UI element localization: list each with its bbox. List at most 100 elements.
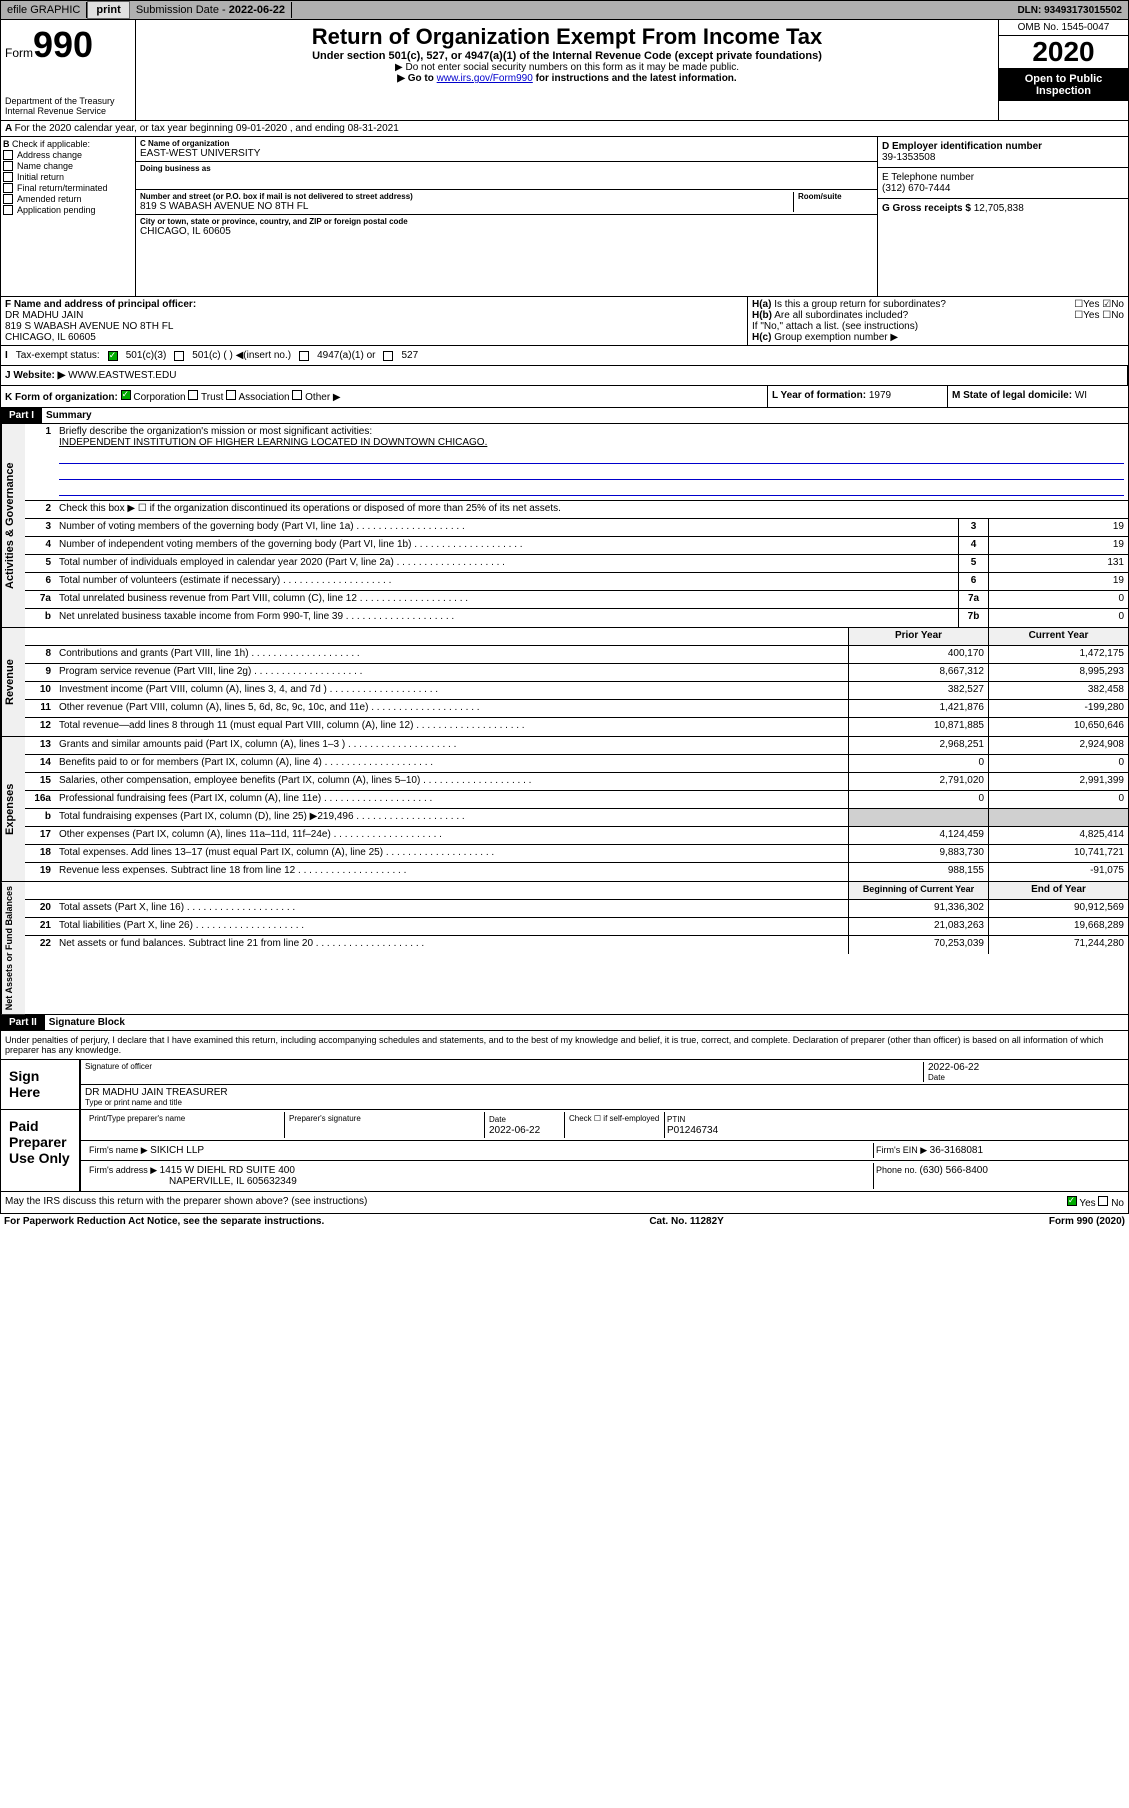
note2-pre: ▶ Go to bbox=[397, 73, 436, 84]
org-name: EAST-WEST UNIVERSITY bbox=[140, 148, 873, 159]
sig-name: DR MADHU JAIN TREASURER bbox=[85, 1087, 228, 1098]
firm-addr2: NAPERVILLE, IL 605632349 bbox=[169, 1176, 297, 1187]
discuss-label: May the IRS discuss this return with the… bbox=[5, 1196, 367, 1209]
beg-header: Beginning of Current Year bbox=[848, 882, 988, 899]
table-row: 10Investment income (Part VIII, column (… bbox=[25, 682, 1128, 700]
form990-link[interactable]: www.irs.gov/Form990 bbox=[437, 73, 533, 84]
officer-label: F Name and address of principal officer: bbox=[5, 299, 196, 310]
footer-mid: Cat. No. 11282Y bbox=[649, 1216, 723, 1227]
subdate-label: Submission Date - bbox=[136, 4, 229, 16]
domicile-value: WI bbox=[1075, 390, 1087, 401]
check-final[interactable]: Final return/terminated bbox=[3, 183, 133, 193]
colb-label: Check if applicable: bbox=[12, 139, 90, 149]
form-word: Form bbox=[5, 46, 33, 60]
open-public: Open to Public Inspection bbox=[999, 69, 1128, 101]
row-j: J Website: ▶ WWW.EASTWEST.EDU bbox=[0, 366, 1129, 386]
table-row: 17Other expenses (Part IX, column (A), l… bbox=[25, 827, 1128, 845]
footer: For Paperwork Reduction Act Notice, see … bbox=[0, 1214, 1129, 1229]
gov-section: Activities & Governance 1Briefly describ… bbox=[0, 424, 1129, 628]
col-b: B Check if applicable: Address change Na… bbox=[1, 137, 136, 296]
website-value: WWW.EASTWEST.EDU bbox=[68, 370, 176, 381]
dln: DLN: 93493173015502 bbox=[1011, 3, 1128, 18]
exp-section: Expenses 13Grants and similar amounts pa… bbox=[0, 737, 1129, 882]
check-pending[interactable]: Application pending bbox=[3, 205, 133, 215]
ha-label: Is this a group return for subordinates? bbox=[774, 299, 946, 310]
year-form-value: 1979 bbox=[869, 390, 891, 401]
check-4947[interactable] bbox=[299, 351, 309, 361]
check-initial[interactable]: Initial return bbox=[3, 172, 133, 182]
footer-left: For Paperwork Reduction Act Notice, see … bbox=[4, 1216, 324, 1227]
firm-ein-label: Firm's EIN ▶ bbox=[876, 1145, 930, 1155]
check-assoc[interactable] bbox=[226, 390, 236, 400]
dln-label: DLN: bbox=[1017, 5, 1044, 16]
exp-label: Expenses bbox=[1, 737, 25, 881]
check-address[interactable]: Address change bbox=[3, 150, 133, 160]
rev-section: Revenue Prior YearCurrent Year 8Contribu… bbox=[0, 628, 1129, 737]
table-row: 11Other revenue (Part VIII, column (A), … bbox=[25, 700, 1128, 718]
check-name[interactable]: Name change bbox=[3, 161, 133, 171]
hc-label: Group exemption number ▶ bbox=[774, 332, 898, 343]
discuss-no[interactable] bbox=[1098, 1196, 1108, 1206]
addr-label: Number and street (or P.O. box if mail i… bbox=[140, 192, 793, 201]
gross-label: G Gross receipts $ bbox=[882, 203, 974, 214]
officer-name: DR MADHU JAIN bbox=[5, 310, 743, 321]
footer-right: Form 990 (2020) bbox=[1049, 1216, 1125, 1227]
part1-header: Part I Summary bbox=[0, 408, 1129, 424]
prior-header: Prior Year bbox=[848, 628, 988, 645]
check-trust[interactable] bbox=[188, 390, 198, 400]
domicile-label: M State of legal domicile: bbox=[952, 390, 1075, 401]
current-header: Current Year bbox=[988, 628, 1128, 645]
check-amended[interactable]: Amended return bbox=[3, 194, 133, 204]
officer-addr: 819 S WABASH AVENUE NO 8TH FL bbox=[5, 321, 743, 332]
table-row: 7aTotal unrelated business revenue from … bbox=[25, 591, 1128, 609]
firm-ein: 36-3168081 bbox=[930, 1145, 983, 1156]
col-l: L Year of formation: 1979 bbox=[768, 386, 948, 407]
note-ssn: ▶ Do not enter social security numbers o… bbox=[140, 62, 994, 73]
table-row: 12Total revenue—add lines 8 through 11 (… bbox=[25, 718, 1128, 736]
org-name-label: C Name of organization bbox=[140, 139, 873, 148]
table-row: bTotal fundraising expenses (Part IX, co… bbox=[25, 809, 1128, 827]
table-row: 21Total liabilities (Part X, line 26)21,… bbox=[25, 918, 1128, 936]
prep-date-label: Date bbox=[489, 1115, 506, 1124]
table-row: 3Number of voting members of the governi… bbox=[25, 519, 1128, 537]
h-note: If "No," attach a list. (see instruction… bbox=[752, 321, 1124, 332]
part1-badge: Part I bbox=[1, 408, 42, 423]
col-c: C Name of organization EAST-WEST UNIVERS… bbox=[136, 137, 878, 296]
firm-phone-label: Phone no. bbox=[876, 1165, 920, 1175]
check-other[interactable] bbox=[292, 390, 302, 400]
row-klm: K Form of organization: Corporation Trus… bbox=[0, 386, 1129, 408]
form-box: Form990 Department of the Treasury Inter… bbox=[1, 20, 136, 120]
form-number: 990 bbox=[33, 24, 93, 65]
officer-city: CHICAGO, IL 60605 bbox=[5, 332, 743, 343]
line1-value: INDEPENDENT INSTITUTION OF HIGHER LEARNI… bbox=[59, 437, 487, 448]
check-501c3[interactable] bbox=[108, 351, 118, 361]
table-row: 19Revenue less expenses. Subtract line 1… bbox=[25, 863, 1128, 881]
tax-year-range: For the 2020 calendar year, or tax year … bbox=[15, 123, 399, 134]
col-m: M State of legal domicile: WI bbox=[948, 386, 1128, 407]
city-label: City or town, state or province, country… bbox=[140, 217, 873, 226]
sig-date-label: Date bbox=[928, 1073, 1124, 1082]
print-button[interactable]: print bbox=[87, 1, 129, 19]
section-a: A For the 2020 calendar year, or tax yea… bbox=[0, 121, 1129, 137]
table-row: 18Total expenses. Add lines 13–17 (must … bbox=[25, 845, 1128, 863]
table-row: 4Number of independent voting members of… bbox=[25, 537, 1128, 555]
net-label: Net Assets or Fund Balances bbox=[1, 882, 25, 1014]
ptin-label: PTIN bbox=[667, 1115, 685, 1124]
check-527[interactable] bbox=[383, 351, 393, 361]
firm-phone: (630) 566-8400 bbox=[920, 1165, 988, 1176]
dept-label: Department of the Treasury bbox=[5, 96, 131, 106]
part2-header: Part II Signature Block bbox=[0, 1015, 1129, 1031]
gov-label: Activities & Governance bbox=[1, 424, 25, 627]
table-row: bNet unrelated business taxable income f… bbox=[25, 609, 1128, 627]
check-corp[interactable] bbox=[121, 390, 131, 400]
discuss-yes[interactable] bbox=[1067, 1196, 1077, 1206]
addr-value: 819 S WABASH AVENUE NO 8TH FL bbox=[140, 201, 793, 212]
table-row: 22Net assets or fund balances. Subtract … bbox=[25, 936, 1128, 954]
check-501c[interactable] bbox=[174, 351, 184, 361]
part2-badge: Part II bbox=[1, 1015, 45, 1030]
tax-status-label: Tax-exempt status: bbox=[16, 350, 100, 361]
omb-number: OMB No. 1545-0047 bbox=[999, 20, 1128, 36]
tax-year: 2020 bbox=[999, 36, 1128, 69]
firm-addr1: 1415 W DIEHL RD SUITE 400 bbox=[160, 1165, 295, 1176]
line2: Check this box ▶ ☐ if the organization d… bbox=[55, 501, 1128, 518]
